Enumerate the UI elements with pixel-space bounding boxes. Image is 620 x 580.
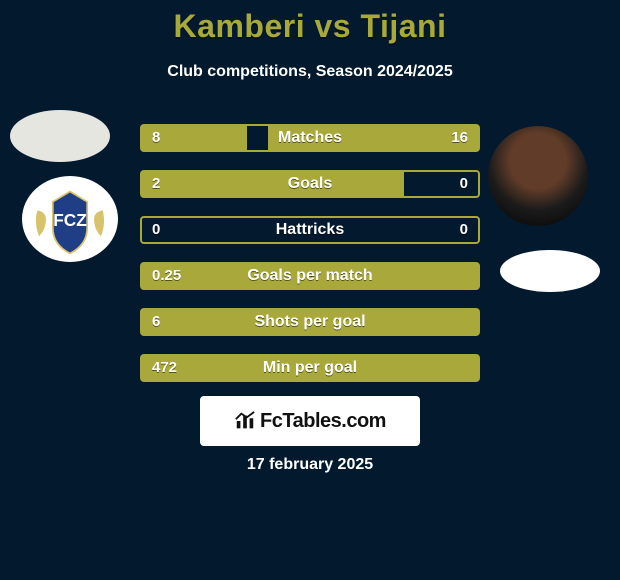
player-right-club-badge (500, 250, 600, 292)
chart-icon (234, 410, 256, 432)
branding-text: FcTables.com (234, 410, 386, 433)
stat-fill-left (142, 310, 478, 334)
stat-value-left: 0.25 (142, 264, 191, 288)
page-subtitle: Club competitions, Season 2024/2025 (0, 63, 620, 81)
stat-value-left: 0 (142, 218, 170, 242)
stat-fill-left (142, 264, 478, 288)
stat-value-left: 6 (142, 310, 170, 334)
stat-value-right: 16 (441, 126, 478, 150)
stat-row-goals-per-match: 0.25 Goals per match (140, 262, 480, 290)
stat-value-left: 472 (142, 356, 187, 380)
branding-link[interactable]: FcTables.com (200, 396, 420, 446)
stat-row-min-per-goal: 472 Min per goal (140, 354, 480, 382)
page-title: Kamberi vs Tijani (0, 0, 620, 45)
stat-value-right (458, 264, 478, 288)
player-right-avatar (488, 126, 588, 226)
stat-row-goals: 2 Goals 0 (140, 170, 480, 198)
stat-row-hattricks: 0 Hattricks 0 (140, 216, 480, 244)
svg-text:FCZ: FCZ (53, 210, 86, 230)
stat-fill-left (142, 356, 478, 380)
stat-value-right: 0 (450, 218, 478, 242)
stats-container: 8 Matches 16 2 Goals 0 0 Hattricks 0 0.2… (140, 124, 480, 400)
stat-row-matches: 8 Matches 16 (140, 124, 480, 152)
stat-value-right: 0 (450, 172, 478, 196)
stat-value-right (458, 310, 478, 334)
stat-fill-left (142, 172, 404, 196)
stat-value-left: 8 (142, 126, 170, 150)
stat-row-shots-per-goal: 6 Shots per goal (140, 308, 480, 336)
stat-label: Hattricks (142, 218, 478, 242)
player-left-club-badge: FCZ (22, 176, 118, 262)
stat-value-left: 2 (142, 172, 170, 196)
stat-value-right (458, 356, 478, 380)
branding-label: FcTables.com (260, 410, 386, 433)
player-left-avatar (10, 110, 110, 162)
footer-date: 17 february 2025 (0, 456, 620, 474)
